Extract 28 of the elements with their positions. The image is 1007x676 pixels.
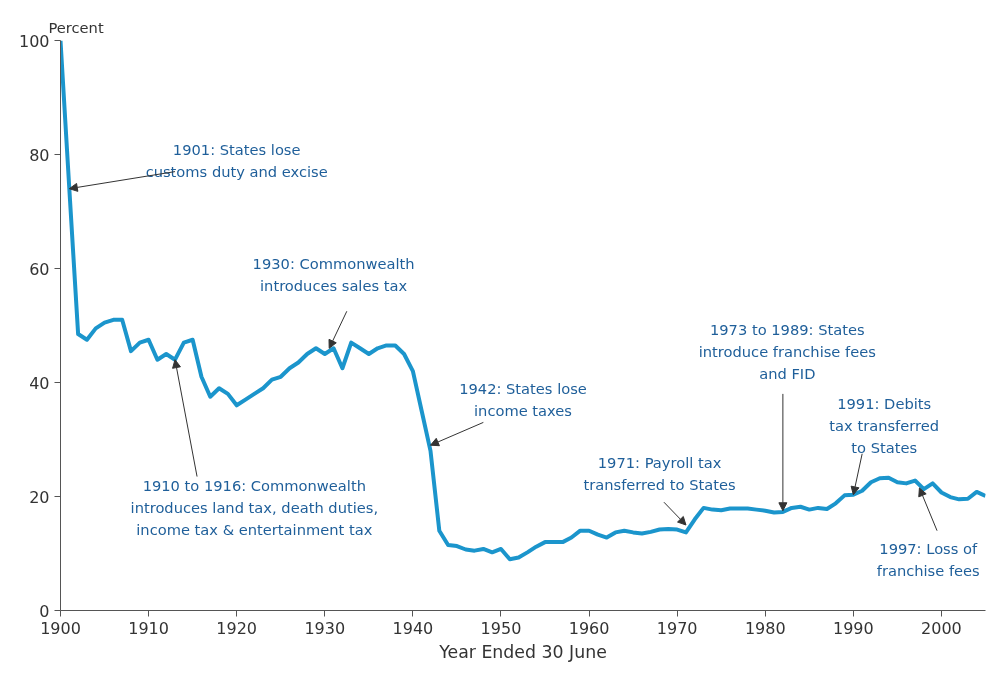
annotation: 1942: States lose income taxes (459, 380, 587, 420)
annotation: 1971: Payroll tax transferred to States (583, 454, 736, 494)
x-tick-label: 1920 (216, 618, 258, 638)
annotation: 1997: Loss of franchise fees (876, 539, 980, 579)
annotation: 1973 to 1989: States introduce franchise fees and FID (698, 320, 876, 382)
y-tick-label: 40 (29, 373, 50, 393)
x-tick-label: 2000 (921, 618, 962, 638)
x-tick-label: 1910 (128, 618, 169, 638)
x-axis-title: Year Ended 30 June (438, 641, 607, 662)
x-tick-label: 1900 (40, 618, 81, 638)
x-tick-label: 1980 (744, 618, 786, 638)
x-tick-label: 1960 (568, 618, 610, 638)
x-tick-label: 1930 (304, 618, 346, 638)
x-tick-label: 1990 (833, 618, 874, 638)
x-tick-label: 1970 (656, 618, 698, 638)
annotation: 1930: Commonwealth introduces sales tax (252, 254, 415, 294)
y-axis-title: Percent (48, 18, 104, 36)
y-tick-label: 80 (29, 145, 50, 165)
y-tick-label: 100 (18, 31, 50, 51)
y-tick-label: 60 (29, 259, 50, 279)
x-tick-label: 1950 (480, 618, 522, 638)
annotation: 1901: States lose customs duty and excise (145, 140, 328, 180)
annotation: 1991: Debits tax transferred to States (829, 394, 940, 456)
x-tick-label: 1940 (392, 618, 434, 638)
annotation: 1910 to 1916: Commonwealth introduces land tax, death duties, income tax & entertainment tax (130, 477, 379, 539)
line-series (60, 40, 986, 562)
y-tick-label: 20 (29, 487, 50, 507)
y-tick-label: 0 (39, 601, 50, 621)
